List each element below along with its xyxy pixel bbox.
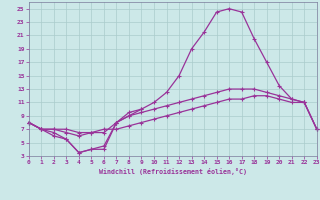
X-axis label: Windchill (Refroidissement éolien,°C): Windchill (Refroidissement éolien,°C) xyxy=(99,168,247,175)
